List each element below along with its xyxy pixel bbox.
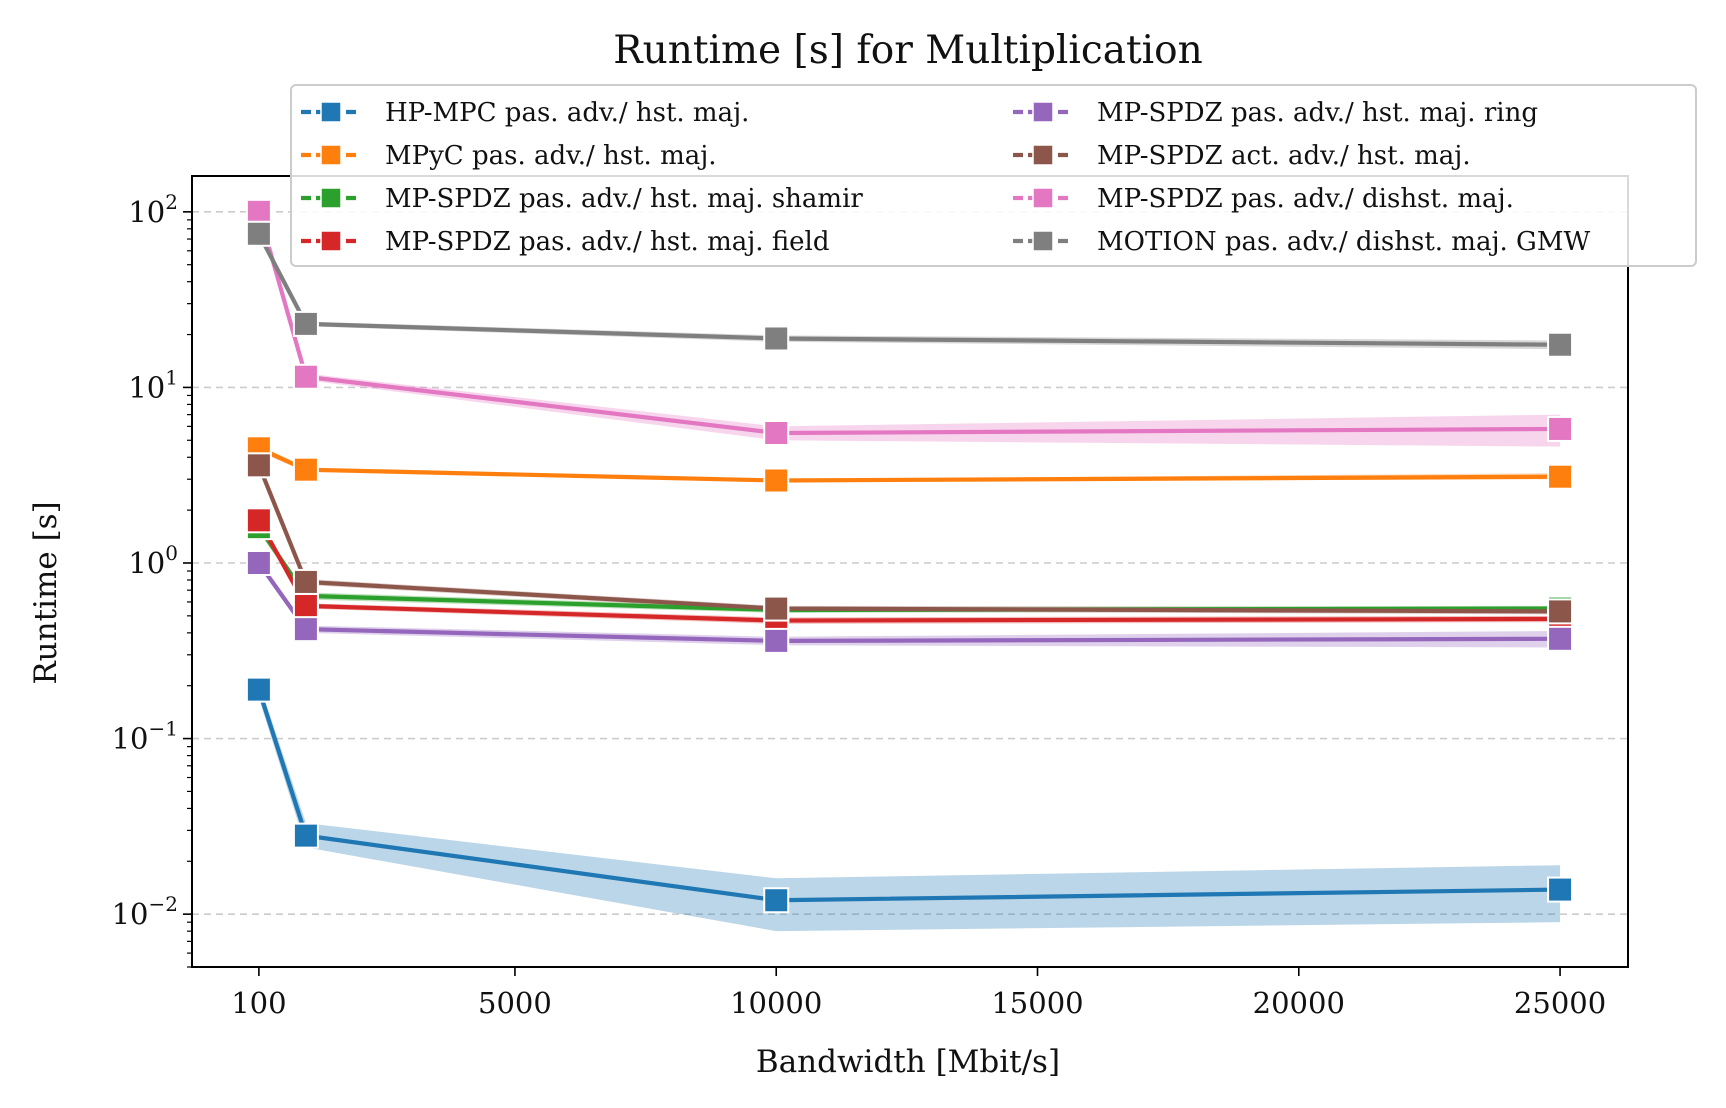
legend-label: HP-MPC pas. adv./ hst. maj. bbox=[385, 98, 749, 128]
data-point bbox=[245, 507, 272, 534]
y-tick-label: 102 bbox=[128, 190, 178, 229]
y-tick-label: 100 bbox=[128, 541, 178, 580]
data-point bbox=[763, 887, 790, 914]
data-point bbox=[763, 627, 790, 654]
data-point bbox=[292, 363, 319, 390]
legend-swatch-marker bbox=[1032, 144, 1054, 166]
series-line bbox=[257, 561, 1561, 643]
legend-label: MP-SPDZ pas. adv./ hst. maj. shamir bbox=[385, 184, 863, 214]
legend-swatch-marker bbox=[1032, 187, 1054, 209]
series-line bbox=[258, 446, 1561, 483]
legend-label: MPyC pas. adv./ hst. maj. bbox=[385, 141, 717, 171]
x-axis-title: Bandwidth [Mbit/s] bbox=[756, 1044, 1060, 1080]
x-axis: 100 5000 10000 15000 20000 25000 bbox=[231, 967, 1606, 1020]
legend-label: MP-SPDZ act. adv./ hst. maj. bbox=[1097, 141, 1471, 171]
legend-swatch-marker bbox=[320, 101, 342, 123]
data-point bbox=[763, 420, 790, 447]
data-point bbox=[1547, 598, 1574, 625]
data-point bbox=[292, 822, 319, 849]
y-axis: 102 101 100 10−1 10−2 bbox=[112, 190, 192, 968]
legend-box bbox=[290, 84, 1697, 267]
data-point bbox=[763, 595, 790, 622]
legend-swatch-marker bbox=[320, 230, 342, 252]
y-tick-label: 10−2 bbox=[112, 892, 178, 931]
data-point bbox=[1547, 415, 1574, 442]
x-tick-label: 25000 bbox=[1514, 986, 1606, 1020]
data-point bbox=[763, 467, 790, 494]
data-point bbox=[245, 676, 272, 703]
legend-swatch-marker bbox=[1032, 230, 1054, 252]
data-point bbox=[245, 198, 272, 225]
series-markers bbox=[245, 198, 1574, 914]
series-line bbox=[256, 211, 1561, 436]
legend: HP-MPC pas. adv./ hst. maj. MPyC pas. adv… bbox=[290, 84, 1697, 267]
data-point bbox=[292, 456, 319, 483]
y-axis-title: Runtime [s] bbox=[28, 501, 64, 684]
data-point bbox=[245, 549, 272, 576]
y-tick-label: 101 bbox=[128, 365, 178, 404]
data-point bbox=[763, 325, 790, 352]
series-line bbox=[256, 688, 1561, 903]
series-lines bbox=[256, 211, 1561, 903]
legend-swatch-marker bbox=[320, 187, 342, 209]
series-line bbox=[257, 232, 1561, 347]
x-tick-label: 5000 bbox=[478, 986, 552, 1020]
legend-swatch-marker bbox=[320, 144, 342, 166]
data-point bbox=[292, 568, 319, 595]
data-point bbox=[292, 310, 319, 337]
data-point bbox=[245, 220, 272, 247]
x-tick-label: 10000 bbox=[730, 986, 822, 1020]
x-tick-label: 15000 bbox=[991, 986, 1083, 1020]
confidence-band bbox=[258, 681, 1561, 932]
data-point bbox=[292, 616, 319, 643]
series-line bbox=[256, 464, 1561, 614]
data-point bbox=[245, 452, 272, 479]
grid-lines bbox=[192, 211, 1628, 915]
legend-label: MP-SPDZ pas. adv./ hst. maj. ring bbox=[1097, 98, 1538, 128]
legend-label: MOTION pas. adv./ dishst. maj. GMW bbox=[1097, 227, 1590, 257]
legend-label: MP-SPDZ pas. adv./ hst. maj. field bbox=[385, 227, 830, 257]
series-line bbox=[257, 519, 1561, 623]
y-tick-label: 10−1 bbox=[112, 717, 178, 756]
chart-title: Runtime [s] for Multiplication bbox=[613, 28, 1202, 73]
confidence-band bbox=[258, 208, 1561, 447]
x-tick-label: 100 bbox=[231, 986, 286, 1020]
data-point bbox=[1547, 876, 1574, 903]
legend-swatch-marker bbox=[1032, 101, 1054, 123]
x-tick-label: 20000 bbox=[1253, 986, 1345, 1020]
data-point bbox=[292, 592, 319, 619]
confidence-bands bbox=[258, 208, 1561, 932]
data-point bbox=[1547, 463, 1574, 490]
data-point bbox=[1547, 331, 1574, 358]
data-point bbox=[1547, 625, 1574, 652]
legend-label: MP-SPDZ pas. adv./ dishst. maj. bbox=[1097, 184, 1514, 214]
